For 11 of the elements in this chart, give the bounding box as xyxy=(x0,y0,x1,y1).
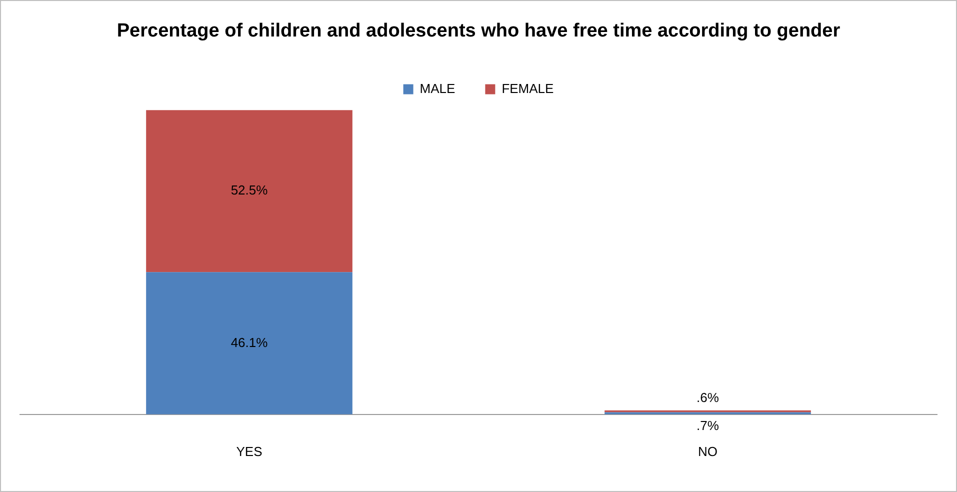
chart-title: Percentage of children and adolescents who have free time according to gender xyxy=(116,20,841,42)
data-label: 46.1% xyxy=(230,334,268,350)
data-label: .7% xyxy=(696,418,720,433)
bar xyxy=(146,272,352,414)
x-tick-label: NO xyxy=(698,444,718,459)
data-label: .6% xyxy=(696,390,720,405)
legend-label: MALE xyxy=(420,80,456,96)
bar xyxy=(146,110,352,272)
legend-label: FEMALE xyxy=(502,80,554,96)
x-tick-label: YES xyxy=(236,444,263,459)
data-label: 52.5% xyxy=(230,182,268,198)
